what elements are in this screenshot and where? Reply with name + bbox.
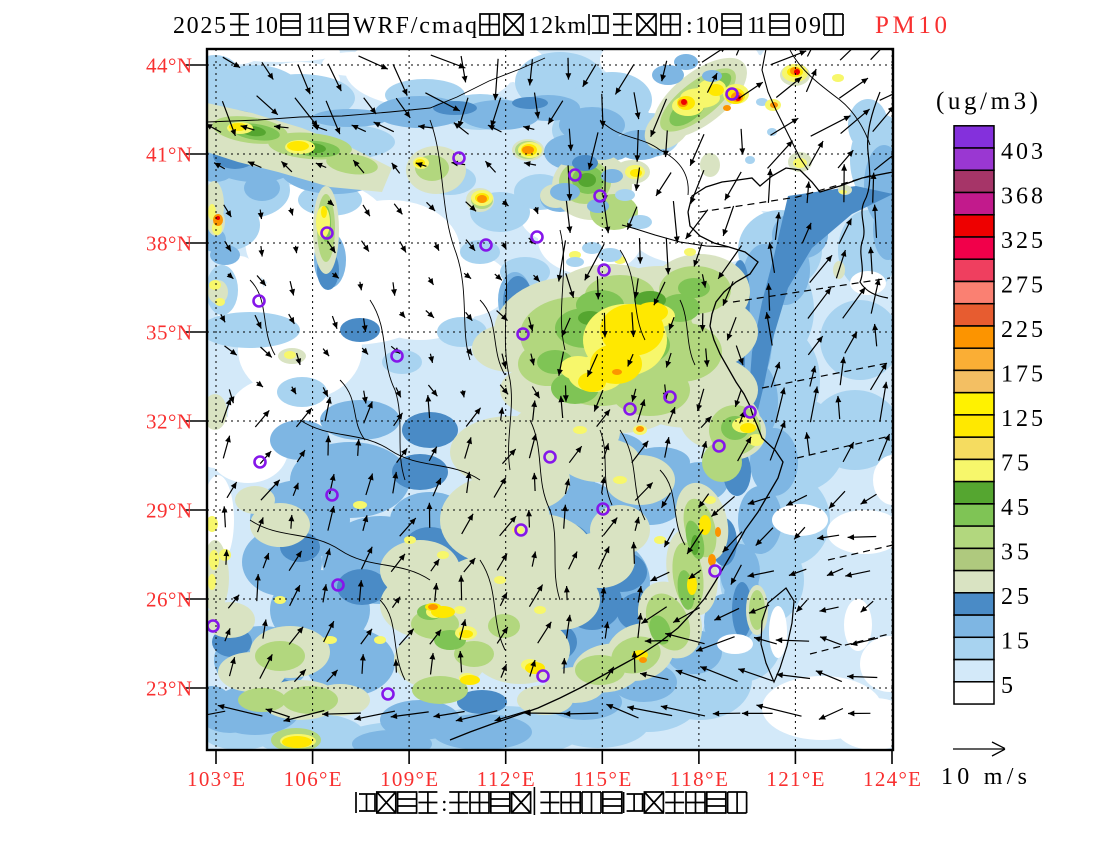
svg-text:10 m/s: 10 m/s — [941, 764, 1027, 790]
svg-text:38°N: 38°N — [146, 232, 192, 256]
svg-text:10: 10 — [254, 13, 278, 39]
svg-text:118°E: 118°E — [670, 767, 728, 791]
svg-text:325: 325 — [1001, 228, 1043, 254]
svg-text:45: 45 — [1001, 495, 1029, 521]
svg-text:2025: 2025 — [173, 13, 226, 39]
svg-text:225: 225 — [1001, 317, 1043, 343]
svg-text:25: 25 — [1001, 584, 1029, 610]
svg-text:35: 35 — [1001, 539, 1029, 565]
svg-text:403: 403 — [1001, 139, 1043, 165]
svg-text:124°E: 124°E — [863, 767, 921, 791]
svg-text:112°E: 112°E — [477, 767, 535, 791]
svg-text:103°E: 103°E — [187, 767, 245, 791]
svg-text:44°N: 44°N — [146, 54, 192, 78]
svg-text:125: 125 — [1001, 406, 1043, 432]
svg-text:(ug/m3): (ug/m3) — [936, 88, 1038, 115]
svg-text:32°N: 32°N — [146, 410, 192, 434]
svg-text:23°N: 23°N — [146, 677, 192, 701]
svg-text:106°E: 106°E — [284, 767, 342, 791]
svg-text:12km: 12km — [528, 13, 586, 39]
svg-text:175: 175 — [1001, 361, 1043, 387]
svg-text:26°N: 26°N — [146, 588, 192, 612]
svg-text:109°E: 109°E — [380, 767, 438, 791]
svg-text:WRF/cmaq: WRF/cmaq — [353, 13, 477, 39]
svg-text:41°N: 41°N — [146, 143, 192, 167]
svg-text:11: 11 — [306, 13, 326, 39]
svg-text:PM10: PM10 — [875, 12, 947, 39]
svg-text:275: 275 — [1001, 273, 1043, 299]
svg-text:121°E: 121°E — [766, 767, 824, 791]
svg-text::: : — [441, 791, 447, 816]
svg-text:5: 5 — [1001, 673, 1013, 699]
svg-text:15: 15 — [1001, 628, 1029, 654]
svg-text:11: 11 — [747, 13, 767, 39]
svg-text:368: 368 — [1001, 184, 1043, 210]
svg-text:10: 10 — [695, 13, 719, 39]
svg-text:29°N: 29°N — [146, 499, 192, 523]
svg-text:09: 09 — [795, 13, 821, 39]
svg-text:35°N: 35°N — [146, 321, 192, 345]
svg-text:75: 75 — [1001, 450, 1029, 476]
svg-text:115°E: 115°E — [573, 767, 631, 791]
svg-text::: : — [686, 13, 693, 39]
